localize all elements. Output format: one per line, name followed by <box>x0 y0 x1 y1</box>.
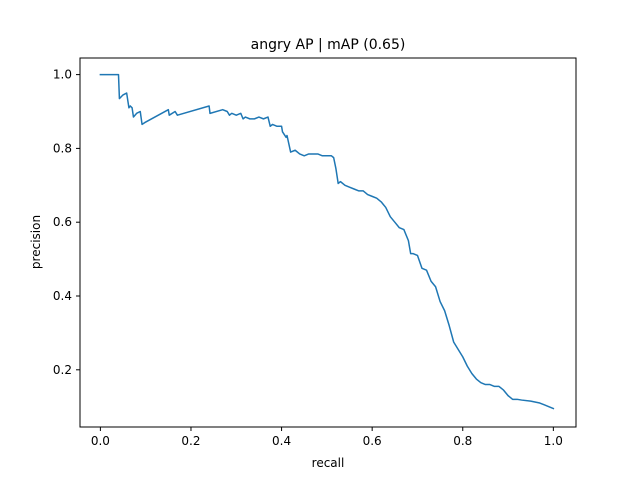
x-axis: 0.0 0.2 0.4 0.6 0.8 1.0 <box>91 427 563 448</box>
plot-frame <box>79 57 577 428</box>
x-tick-label: 0.0 <box>91 434 110 448</box>
y-tick-label: 0.6 <box>53 215 72 229</box>
y-axis: 0.2 0.4 0.6 0.8 1.0 <box>53 68 80 377</box>
chart-title: angry AP | mAP (0.65) <box>251 37 406 53</box>
x-tick-label: 1.0 <box>544 434 563 448</box>
pr-curve-line <box>99 73 555 410</box>
plot-background <box>80 58 576 427</box>
plot-layer <box>99 73 555 410</box>
y-tick-label: 0.4 <box>53 289 72 303</box>
y-tick-label: 1.0 <box>53 68 72 82</box>
y-tick-label: 0.2 <box>53 363 72 377</box>
x-axis-label: recall <box>312 456 345 470</box>
x-tick-label: 0.8 <box>453 434 472 448</box>
y-tick-label: 0.8 <box>53 141 72 155</box>
x-tick-label: 0.4 <box>272 434 291 448</box>
x-tick-label: 0.6 <box>363 434 382 448</box>
y-axis-label: precision <box>29 215 43 269</box>
x-tick-label: 0.2 <box>181 434 200 448</box>
